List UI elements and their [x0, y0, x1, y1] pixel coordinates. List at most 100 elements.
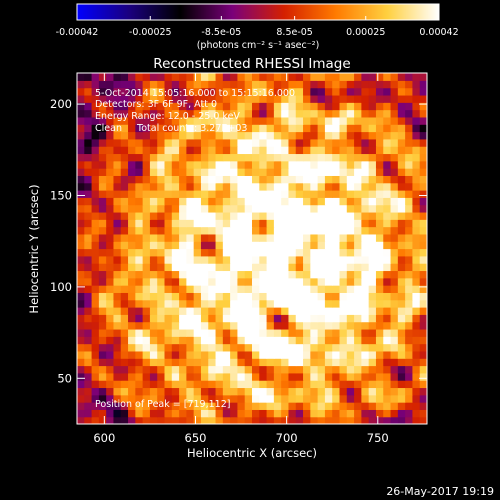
heatmap-cell	[368, 336, 377, 345]
heatmap-cell	[164, 226, 173, 235]
heatmap-cell	[317, 365, 326, 374]
heatmap-cell	[84, 328, 93, 337]
heatmap-cell	[237, 343, 246, 352]
heatmap-cell	[259, 124, 268, 133]
heatmap-cell	[405, 394, 414, 403]
heatmap-cell	[405, 416, 414, 424]
heatmap-cell	[310, 190, 319, 198]
heatmap-cell	[200, 197, 209, 206]
heatmap-cell	[237, 365, 246, 374]
heatmap-cell	[281, 233, 290, 242]
heatmap-cell	[375, 131, 384, 140]
heatmap-cell	[288, 270, 297, 279]
heatmap-cell	[179, 270, 187, 279]
heatmap-cell	[179, 387, 187, 396]
heatmap-cell	[208, 416, 217, 424]
heatmap-cell	[120, 219, 129, 228]
heatmap-cell	[106, 182, 115, 191]
heatmap-cell	[237, 87, 246, 96]
heatmap-cell	[91, 314, 100, 323]
heatmap-cell	[222, 343, 231, 352]
heatmap-cell	[193, 131, 202, 140]
heatmap-cell	[405, 350, 414, 359]
heatmap-cell	[186, 102, 195, 111]
heatmap-cell	[273, 365, 282, 374]
heatmap-cell	[186, 394, 195, 403]
heatmap-cell	[237, 350, 246, 359]
heatmap-cell	[200, 80, 209, 89]
heatmap-cell	[332, 94, 341, 103]
heatmap-cell	[113, 277, 122, 286]
heatmap-cell	[230, 138, 239, 147]
heatmap-cell	[397, 292, 406, 301]
heatmap-cell	[222, 270, 231, 279]
heatmap-cell	[383, 358, 392, 367]
heatmap-cell	[113, 343, 122, 352]
heatmap-cell	[237, 394, 246, 403]
heatmap-cell	[332, 138, 341, 147]
heatmap-cell	[295, 241, 304, 250]
heatmap-cell	[397, 190, 406, 198]
heatmap-cell	[383, 270, 392, 279]
heatmap-cell	[295, 358, 304, 367]
heatmap-cell	[142, 328, 151, 337]
heatmap-cell	[295, 190, 304, 198]
heatmap-cell	[193, 270, 202, 279]
heatmap-cell	[405, 343, 414, 352]
heatmap-cell	[200, 146, 209, 155]
heatmap-cell	[324, 124, 333, 133]
heatmap-cell	[113, 394, 122, 403]
heatmap-cell	[128, 285, 136, 293]
heatmap-cell	[200, 263, 209, 272]
heatmap-cell	[171, 153, 180, 162]
heatmap-cell	[84, 204, 93, 213]
heatmap-cell	[354, 402, 362, 410]
heatmap-cell	[419, 94, 427, 103]
heatmap-cell	[98, 307, 107, 315]
heatmap-cell	[288, 314, 297, 323]
heatmap-cell	[142, 146, 151, 155]
heatmap-cell	[266, 94, 275, 103]
colorbar-tick-label: -0.00025	[129, 27, 172, 38]
heatmap-cell	[266, 124, 275, 133]
heatmap-cell	[317, 307, 326, 315]
heatmap-cell	[179, 307, 187, 315]
heatmap-cell	[259, 168, 268, 176]
heatmap-cell	[288, 365, 297, 374]
heatmap-cell	[273, 299, 282, 308]
heatmap-cell	[215, 138, 224, 147]
heatmap-cell	[390, 372, 399, 381]
heatmap-cell	[215, 380, 224, 389]
heatmap-cell	[368, 182, 377, 191]
heatmap-cell	[84, 270, 93, 279]
heatmap-cell	[397, 102, 406, 111]
heatmap-cell	[252, 380, 260, 389]
heatmap-cell	[164, 336, 173, 345]
heatmap-cell	[208, 402, 217, 410]
heatmap-cell	[179, 168, 187, 176]
heatmap-cell	[77, 307, 85, 315]
heatmap-cell	[200, 248, 209, 257]
heatmap-cell	[237, 241, 246, 250]
heatmap-cell	[222, 211, 231, 220]
heatmap-cell	[186, 146, 195, 155]
heatmap-cell	[405, 80, 414, 89]
heatmap-cell	[128, 409, 136, 418]
heatmap-cell	[390, 409, 399, 418]
heatmap-cell	[98, 80, 107, 89]
heatmap-cell	[383, 402, 392, 410]
heatmap-cell	[77, 380, 85, 389]
heatmap-cell	[200, 87, 209, 96]
heatmap-cell	[273, 270, 282, 279]
heatmap-cell	[259, 336, 268, 345]
heatmap-cell	[179, 292, 187, 301]
heatmap-cell	[332, 80, 341, 89]
heatmap-cell	[295, 292, 304, 301]
heatmap-cell	[383, 380, 392, 389]
heatmap-cell	[120, 153, 129, 162]
heatmap-cell	[281, 153, 290, 162]
heatmap-cell	[113, 387, 122, 396]
heatmap-cell	[98, 409, 107, 418]
heatmap-cell	[317, 204, 326, 213]
heatmap-cell	[84, 314, 93, 323]
